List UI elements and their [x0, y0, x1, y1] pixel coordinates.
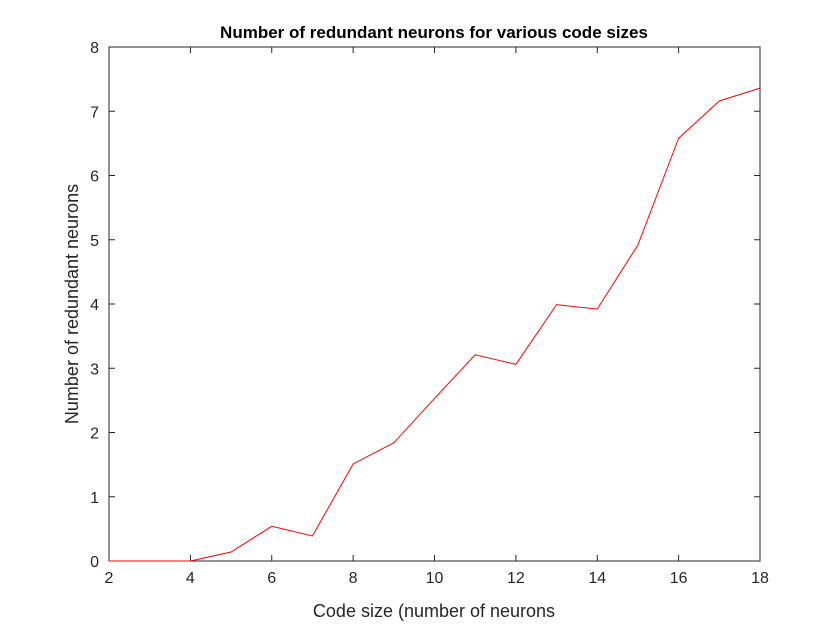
data-point [312, 535, 313, 536]
x-axis-label: Code size (number of neurons [313, 601, 555, 621]
data-point [760, 88, 761, 89]
x-tick-label: 4 [186, 570, 195, 587]
data-point [597, 309, 598, 310]
x-tick-label: 14 [588, 570, 606, 587]
x-tick-label: 16 [670, 570, 688, 587]
y-tick-label: 5 [90, 233, 99, 250]
data-point [271, 526, 272, 527]
y-tick-label: 6 [90, 169, 99, 186]
y-tick-label: 3 [90, 361, 99, 378]
x-axis-ticks: 2 4 6 8 10 12 14 16 18 [105, 47, 769, 587]
data-point [231, 552, 232, 553]
y-axis-label: Number of redundant neurons [62, 184, 82, 424]
data-point [515, 364, 516, 365]
data-point [637, 244, 638, 245]
data-point [393, 442, 394, 443]
y-tick-label: 1 [90, 490, 99, 507]
x-tick-label: 2 [105, 570, 114, 587]
y-axis-ticks: 0 1 2 3 4 5 6 7 8 [90, 40, 760, 571]
data-point [719, 100, 720, 101]
x-tick-label: 6 [267, 570, 276, 587]
data-point [475, 354, 476, 355]
data-point [678, 138, 679, 139]
data-point [353, 463, 354, 464]
data-point [434, 398, 435, 399]
x-tick-label: 12 [507, 570, 525, 587]
chart-title: Number of redundant neurons for various … [220, 23, 648, 42]
data-point [190, 561, 191, 562]
series-line [109, 87, 761, 562]
x-tick-label: 10 [426, 570, 444, 587]
y-tick-label: 0 [90, 554, 99, 571]
plot-area [108, 46, 761, 562]
y-tick-label: 7 [90, 104, 99, 121]
x-tick-label: 8 [349, 570, 358, 587]
data-point [556, 304, 557, 305]
data-point [149, 561, 150, 562]
y-tick-label: 2 [90, 426, 99, 443]
data-point [109, 561, 110, 562]
series-layer [109, 87, 761, 562]
x-tick-label: 18 [751, 570, 769, 587]
y-tick-label: 4 [90, 297, 99, 314]
y-tick-label: 8 [90, 40, 99, 57]
